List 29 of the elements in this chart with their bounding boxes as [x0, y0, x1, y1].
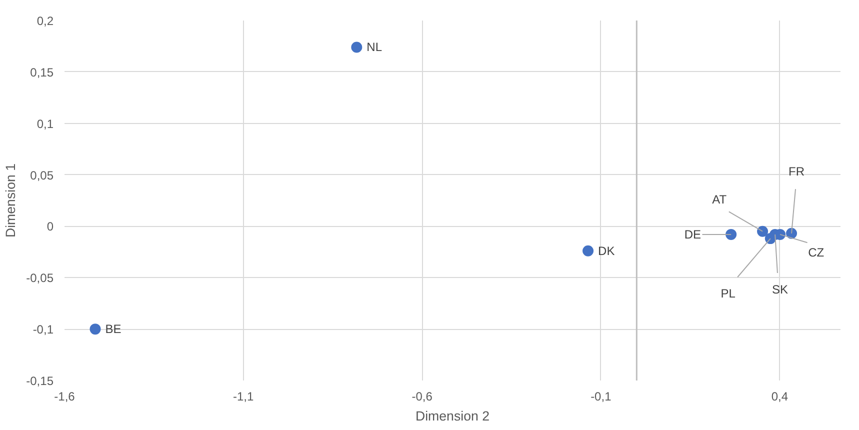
x-tick-label: -0,1: [590, 390, 612, 404]
y-tick-label: -0,15: [26, 374, 54, 388]
data-label: BE: [105, 322, 122, 336]
data-label: FR: [788, 164, 805, 178]
data-label: SK: [772, 282, 788, 296]
x-tick-label: -1,1: [232, 390, 254, 404]
data-label: PL: [720, 286, 736, 301]
data-label: AT: [712, 192, 728, 206]
point: [90, 324, 101, 335]
point: [351, 42, 362, 53]
point: [757, 226, 768, 237]
y-tick-label: 0,2: [36, 14, 54, 28]
y-tick-label: 0,05: [30, 168, 54, 182]
y-tick-label: 0,1: [36, 116, 54, 131]
y-tick-label: 0,15: [30, 65, 54, 80]
point: [726, 228, 737, 240]
x-tick-label: 0,4: [771, 390, 788, 404]
y-axis-title: Dimension 1: [3, 163, 18, 238]
data-label: DK: [598, 244, 615, 258]
y-tick-label: -0,05: [26, 271, 54, 286]
x-tick-label: -0,6: [412, 390, 433, 404]
data-label: DE: [684, 227, 702, 242]
point: [582, 245, 594, 256]
x-tick-label: -1,6: [54, 390, 76, 404]
data-label: NL: [366, 40, 382, 54]
x-axis-title: Dimension 2: [415, 408, 490, 424]
y-tick-label: -0,1: [32, 322, 54, 337]
y-tick-label: 0: [46, 220, 54, 234]
data-label: CZ: [808, 245, 824, 260]
